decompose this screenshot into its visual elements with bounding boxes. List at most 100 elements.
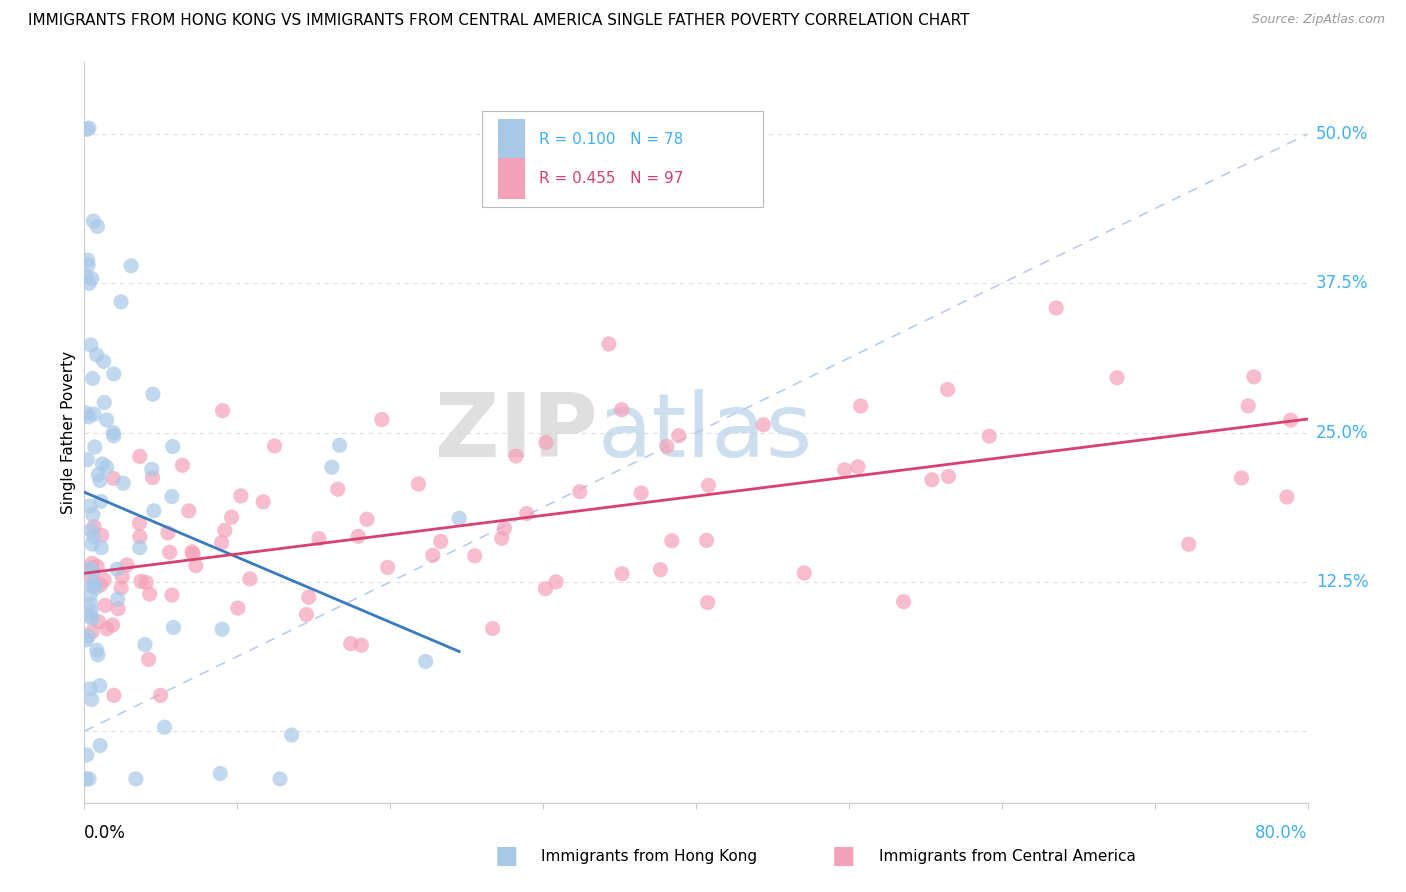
Point [77,629,100,643]
Point [326,482,349,496]
Point [181,547,204,561]
Point [76,122,98,136]
Point [80,692,103,706]
Point [849,399,872,413]
Point [80,271,103,285]
Text: Immigrants from Central America: Immigrants from Central America [879,849,1136,863]
Point [77,121,100,136]
Point [610,402,633,417]
Point [93,573,115,587]
Point [793,566,815,580]
Text: 80.0%: 80.0% [1256,824,1308,842]
Point [134,638,156,652]
Point [408,477,430,491]
Point [112,476,135,491]
Point [94,599,117,613]
Point [83,407,105,421]
Point [103,429,125,443]
Point [149,689,172,703]
Point [75,269,97,284]
FancyBboxPatch shape [498,158,524,199]
Point [138,652,160,666]
Point [75,406,97,420]
Point [347,529,370,543]
Point [125,772,148,786]
Point [211,622,233,636]
Point [79,588,101,602]
Point [516,507,538,521]
Point [356,512,378,526]
Point [76,452,98,467]
Point [87,648,110,662]
Point [598,337,620,351]
Point [110,581,132,595]
Point [76,747,98,762]
Point [80,624,103,639]
Point [80,597,103,611]
Point [103,425,125,440]
Point [142,504,165,518]
Point [1230,471,1253,485]
Text: atlas: atlas [598,389,813,476]
Point [696,595,718,609]
Point [610,566,633,581]
Point [103,689,125,703]
Point [449,511,471,525]
Point [252,495,274,509]
Text: Source: ZipAtlas.com: Source: ZipAtlas.com [1251,13,1385,27]
Point [321,460,343,475]
Point [491,531,513,545]
Point [93,395,115,409]
Point [177,504,200,518]
Point [103,367,125,381]
Point [697,478,720,492]
Point [371,412,394,426]
Point [160,588,183,602]
Point [752,417,775,432]
Point [481,622,503,636]
Point [1177,537,1199,551]
Point [128,450,150,464]
Point [422,548,444,562]
Point [128,530,150,544]
Point [84,581,107,595]
Point [93,354,115,368]
Point [181,545,204,559]
Point [83,578,105,592]
Point [111,570,134,584]
Point [1279,413,1302,427]
Point [77,277,100,291]
Point [936,383,959,397]
Point [938,469,960,483]
Point [263,439,285,453]
Point [80,537,103,551]
Text: ■: ■ [495,845,517,868]
Point [142,470,165,484]
Point [87,467,110,482]
Point [1045,301,1067,315]
Point [846,459,869,474]
Point [921,473,943,487]
Point [105,562,128,576]
Text: ■: ■ [832,845,855,868]
Point [661,533,683,548]
Point [80,571,103,585]
Point [77,258,100,272]
Point [107,592,129,607]
Text: IMMIGRANTS FROM HONG KONG VS IMMIGRANTS FROM CENTRAL AMERICA SINGLE FATHER POVER: IMMIGRANTS FROM HONG KONG VS IMMIGRANTS … [28,13,970,29]
Point [120,259,142,273]
Point [339,637,361,651]
Point [534,435,557,450]
Point [209,766,232,780]
Y-axis label: Single Father Poverty: Single Father Poverty [60,351,76,514]
Point [153,720,176,734]
Point [79,609,101,624]
Point [91,457,114,471]
Point [103,471,125,485]
Text: 12.5%: 12.5% [1316,573,1368,591]
Point [86,559,108,574]
Point [79,562,101,576]
Point [79,681,101,696]
Point [239,572,262,586]
Point [96,622,118,636]
